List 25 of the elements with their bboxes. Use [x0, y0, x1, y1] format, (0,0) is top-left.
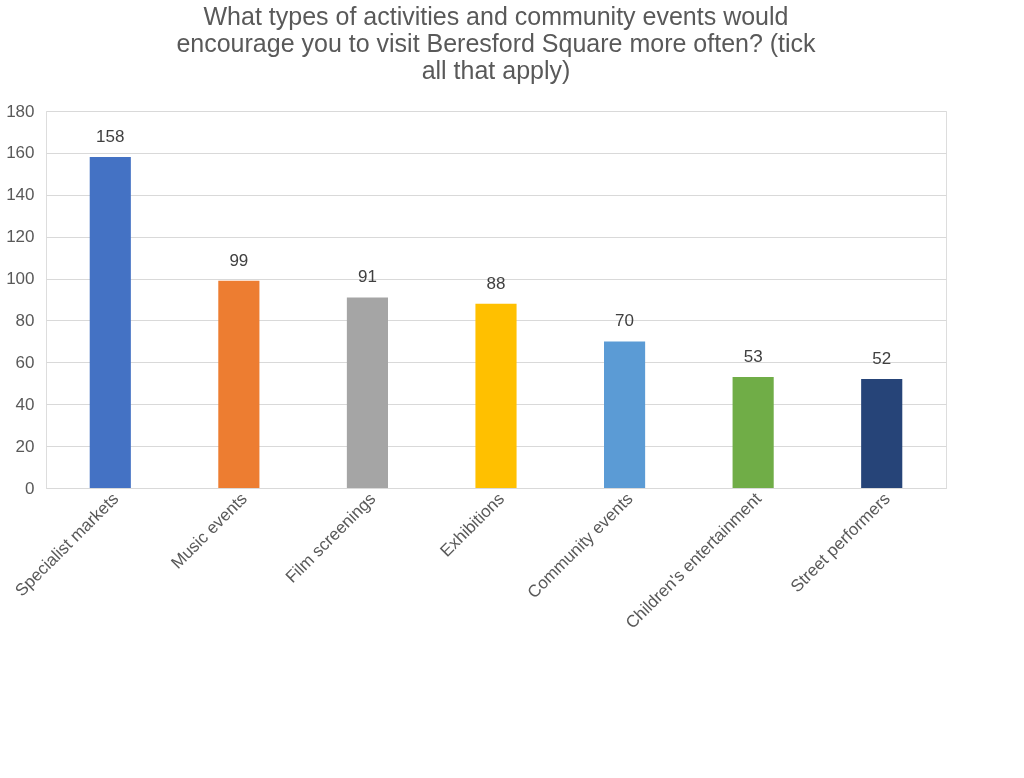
bar: [604, 341, 646, 488]
bar: [732, 376, 774, 488]
data-label: 53: [743, 346, 763, 366]
bar: [346, 297, 388, 488]
y-tick-label: 100: [6, 269, 35, 289]
data-label: 88: [486, 273, 506, 293]
chart-title: What types of activities and community events would encourage you to visit Beresford Square more often? (tick all that apply): [176, 2, 817, 84]
bar: [861, 379, 903, 488]
data-label: 70: [615, 311, 635, 331]
y-tick-label: 160: [6, 143, 35, 163]
bar: [475, 303, 517, 488]
y-tick-label: 0: [25, 478, 35, 498]
y-tick-label: 20: [15, 436, 35, 456]
y-tick-label: 60: [15, 352, 35, 372]
data-label: 99: [229, 250, 249, 270]
y-tick-label: 140: [6, 185, 35, 205]
y-tick-label: 180: [6, 101, 35, 121]
bar: [218, 280, 260, 488]
data-label: 158: [96, 127, 125, 147]
y-tick-label: 120: [6, 227, 35, 247]
data-label: 91: [357, 267, 377, 287]
bar: [89, 157, 131, 488]
y-tick-label: 40: [15, 394, 35, 414]
data-label: 52: [872, 349, 892, 369]
y-tick-label: 80: [15, 310, 35, 330]
